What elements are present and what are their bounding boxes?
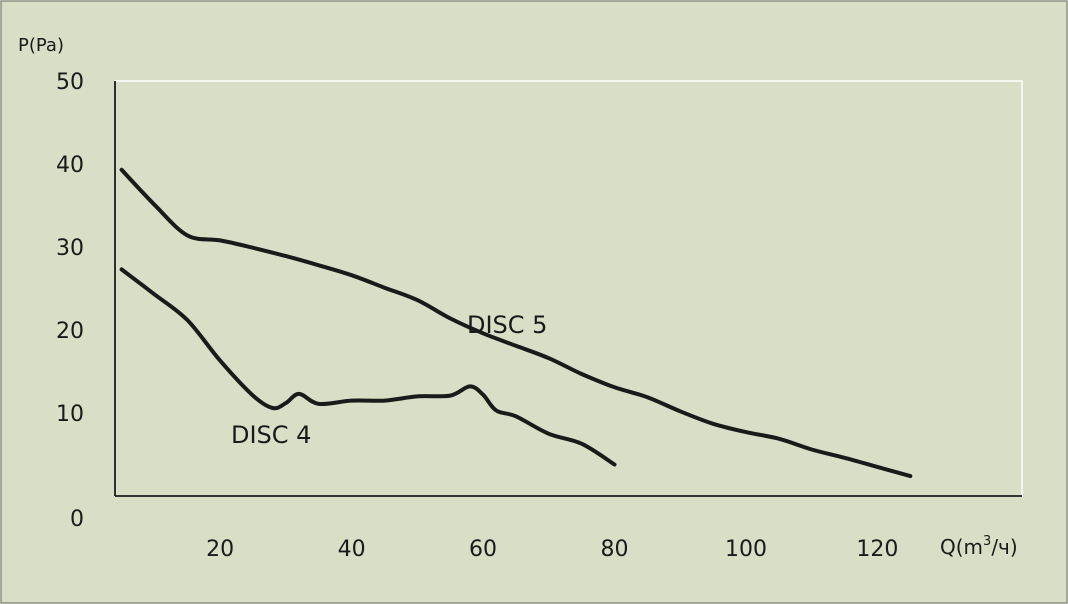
- series-label-disc-5: DISC 5: [467, 311, 547, 339]
- series-label-disc-4: DISC 4: [231, 421, 311, 449]
- series-lines: [119, 167, 913, 479]
- y-tick-label-30: 30: [56, 236, 84, 261]
- x-tick-label-60: 60: [469, 537, 497, 562]
- x-tick-label-120: 120: [856, 537, 898, 562]
- series-line-disc-4: [119, 267, 617, 467]
- x-axis-label: Q(m3/ч): [940, 534, 1018, 559]
- x-tick-label-40: 40: [338, 537, 366, 562]
- x-axis-label-rest: /ч): [991, 535, 1017, 559]
- x-tick-label-100: 100: [725, 537, 767, 562]
- y-tick-label-0: 0: [70, 507, 84, 532]
- y-tick-label-40: 40: [56, 153, 84, 178]
- y-tick-label-10: 10: [56, 402, 84, 427]
- x-tick-label-80: 80: [601, 537, 629, 562]
- y-axis-label: P(Pa): [18, 35, 64, 56]
- y-tick-labels: 0 10 20 30 40 50: [56, 70, 84, 532]
- chart-axes: [114, 81, 1022, 497]
- x-axis-label-superscript: 3: [983, 534, 991, 549]
- y-tick-label-20: 20: [56, 319, 84, 344]
- x-tick-labels: 20 40 60 80 100 120: [206, 537, 898, 562]
- x-axis-label-base: Q(m: [940, 535, 983, 559]
- y-tick-label-50: 50: [56, 70, 84, 95]
- series-labels: DISC 5 DISC 4: [231, 311, 547, 449]
- series-line-disc-5: [119, 167, 913, 479]
- x-tick-label-20: 20: [206, 537, 234, 562]
